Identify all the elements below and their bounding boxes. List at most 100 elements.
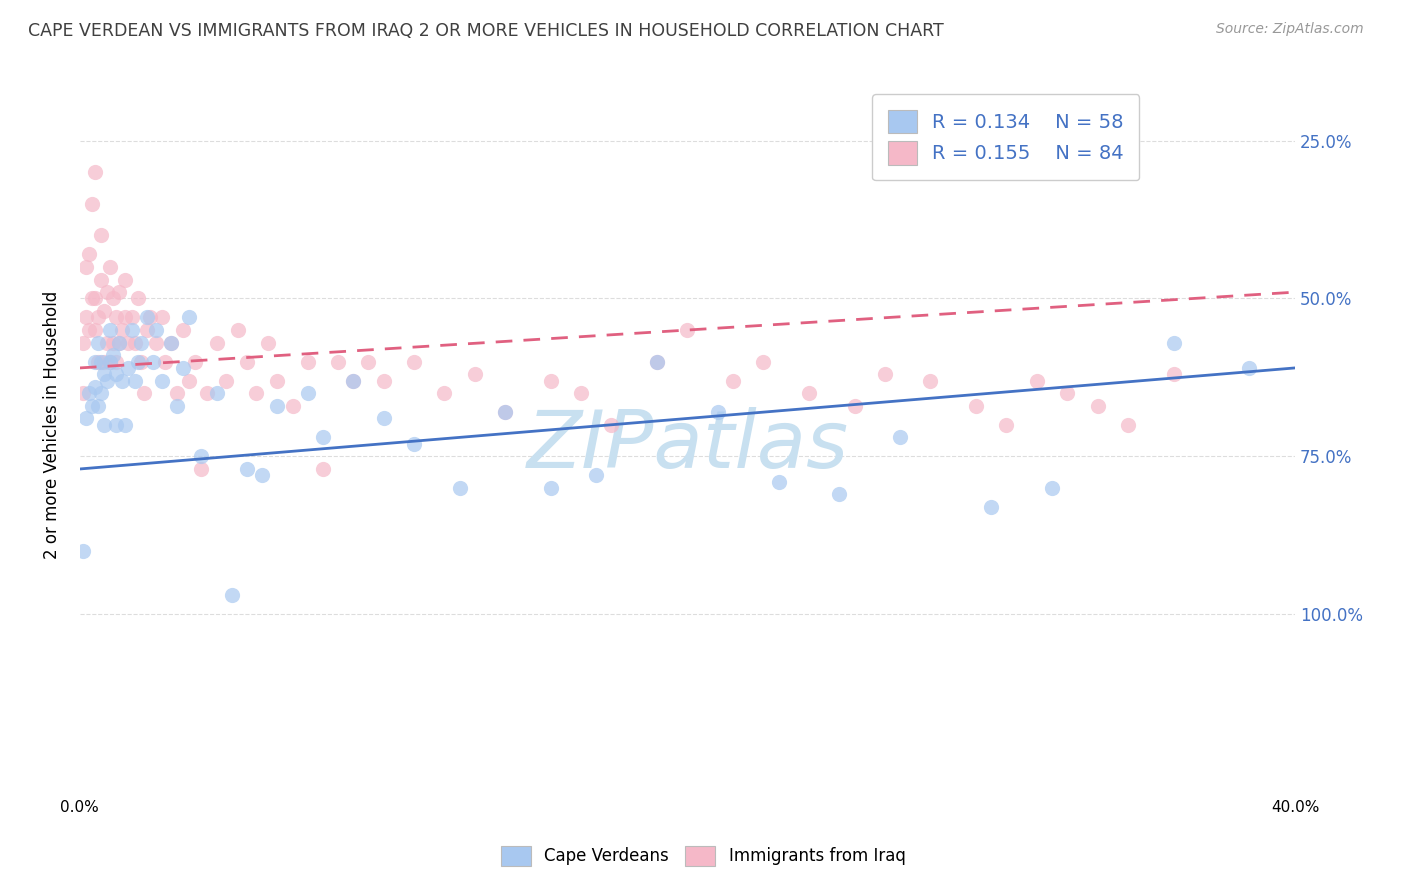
- Point: [166, 386, 188, 401]
- Point: [96, 335, 118, 350]
- Point: [215, 374, 238, 388]
- Text: ZIPatlas: ZIPatlas: [526, 407, 848, 484]
- Point: [105, 417, 128, 432]
- Point: [402, 354, 425, 368]
- Point: [297, 354, 319, 368]
- Text: 40.0%: 40.0%: [1271, 800, 1319, 815]
- Point: [98, 354, 121, 368]
- Point: [676, 323, 699, 337]
- Point: [75, 310, 97, 325]
- Point: [828, 487, 851, 501]
- Point: [80, 292, 103, 306]
- Text: Source: ZipAtlas.com: Source: ZipAtlas.com: [1216, 22, 1364, 37]
- Point: [250, 468, 273, 483]
- Point: [1163, 335, 1185, 350]
- Point: [105, 368, 128, 382]
- Point: [124, 335, 146, 350]
- Point: [93, 368, 115, 382]
- Point: [105, 310, 128, 325]
- Point: [103, 335, 125, 350]
- Point: [707, 405, 730, 419]
- Point: [127, 292, 149, 306]
- Point: [84, 165, 107, 179]
- Point: [135, 323, 157, 337]
- Point: [197, 386, 219, 401]
- Point: [342, 374, 364, 388]
- Text: 0.0%: 0.0%: [60, 800, 100, 815]
- Point: [266, 374, 288, 388]
- Point: [90, 386, 112, 401]
- Point: [797, 386, 820, 401]
- Point: [87, 335, 110, 350]
- Point: [80, 399, 103, 413]
- Point: [1040, 481, 1063, 495]
- Point: [965, 399, 987, 413]
- Point: [281, 399, 304, 413]
- Point: [494, 405, 516, 419]
- Point: [373, 374, 395, 388]
- Legend: R = 0.134    N = 58, R = 0.155    N = 84: R = 0.134 N = 58, R = 0.155 N = 84: [872, 95, 1139, 180]
- Point: [84, 354, 107, 368]
- Point: [160, 335, 183, 350]
- Point: [1087, 399, 1109, 413]
- Point: [494, 405, 516, 419]
- Point: [172, 360, 194, 375]
- Point: [90, 354, 112, 368]
- Point: [117, 360, 139, 375]
- Point: [873, 368, 896, 382]
- Point: [114, 310, 136, 325]
- Point: [80, 196, 103, 211]
- Point: [205, 386, 228, 401]
- Point: [1239, 360, 1261, 375]
- Point: [236, 462, 259, 476]
- Point: [464, 368, 486, 382]
- Point: [121, 310, 143, 325]
- Point: [190, 450, 212, 464]
- Point: [721, 374, 744, 388]
- Point: [160, 335, 183, 350]
- Point: [600, 417, 623, 432]
- Point: [920, 374, 942, 388]
- Point: [569, 386, 592, 401]
- Point: [114, 417, 136, 432]
- Point: [245, 386, 267, 401]
- Point: [540, 481, 562, 495]
- Point: [312, 462, 335, 476]
- Point: [205, 335, 228, 350]
- Point: [77, 323, 100, 337]
- Point: [75, 411, 97, 425]
- Point: [93, 417, 115, 432]
- Point: [145, 323, 167, 337]
- Point: [93, 304, 115, 318]
- Point: [114, 272, 136, 286]
- Point: [84, 292, 107, 306]
- Point: [72, 544, 94, 558]
- Point: [90, 228, 112, 243]
- Point: [108, 335, 131, 350]
- Point: [357, 354, 380, 368]
- Point: [166, 399, 188, 413]
- Point: [980, 500, 1002, 514]
- Point: [312, 430, 335, 444]
- Point: [77, 247, 100, 261]
- Point: [127, 354, 149, 368]
- Point: [995, 417, 1018, 432]
- Point: [266, 399, 288, 413]
- Point: [221, 588, 243, 602]
- Point: [93, 354, 115, 368]
- Point: [373, 411, 395, 425]
- Point: [90, 272, 112, 286]
- Point: [117, 335, 139, 350]
- Point: [645, 354, 668, 368]
- Point: [402, 436, 425, 450]
- Point: [72, 386, 94, 401]
- Point: [98, 354, 121, 368]
- Point: [1025, 374, 1047, 388]
- Point: [129, 335, 152, 350]
- Y-axis label: 2 or more Vehicles in Household: 2 or more Vehicles in Household: [44, 291, 60, 559]
- Point: [87, 310, 110, 325]
- Point: [184, 354, 207, 368]
- Point: [1056, 386, 1078, 401]
- Point: [449, 481, 471, 495]
- Point: [111, 323, 134, 337]
